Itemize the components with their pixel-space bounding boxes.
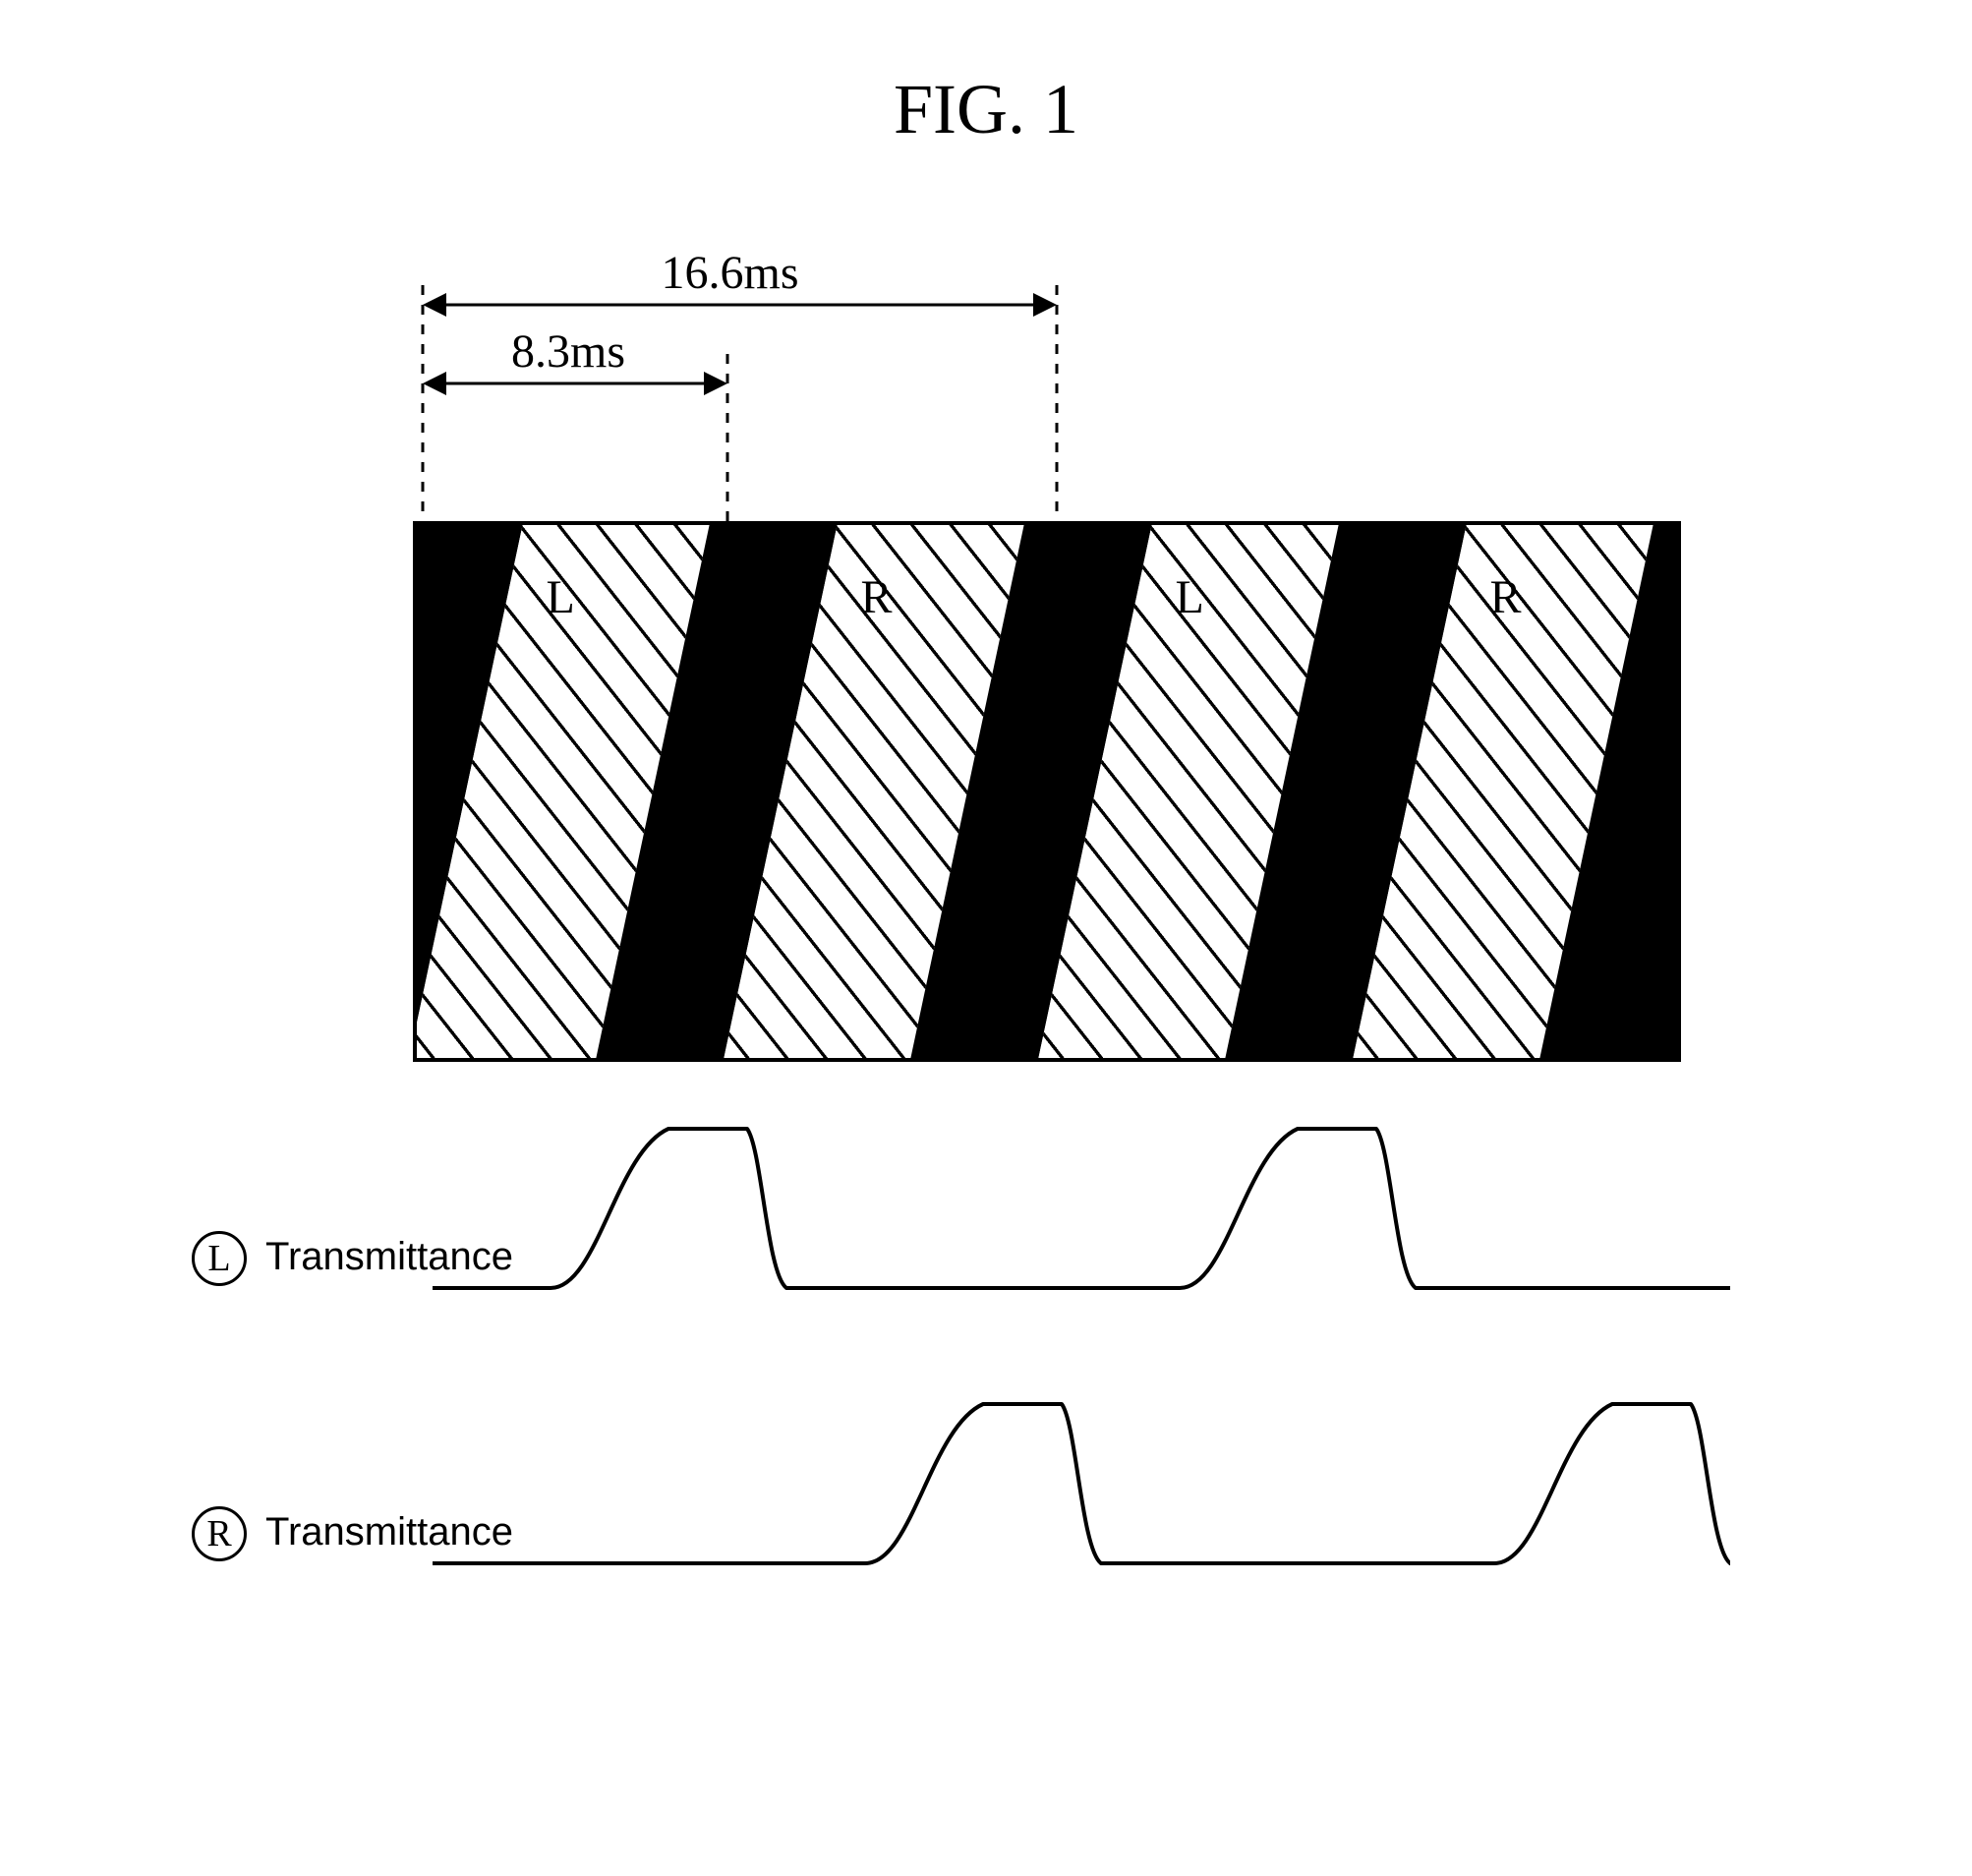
left-eye-marker-label: L <box>207 1237 230 1280</box>
left-transmittance-waveform <box>433 1121 1730 1298</box>
right-eye-marker: R <box>192 1506 247 1561</box>
dimension-label-outer: 16.6ms <box>662 246 799 300</box>
left-frame-label: L <box>1176 570 1204 624</box>
dimension-lines <box>0 0 1972 590</box>
dimension-label-inner: 8.3ms <box>511 324 625 379</box>
right-transmittance-waveform <box>433 1396 1730 1573</box>
right-frame-label: R <box>1490 570 1522 624</box>
left-eye-marker: L <box>192 1231 247 1286</box>
left-frame-label: L <box>547 570 575 624</box>
right-eye-marker-label: R <box>206 1512 231 1555</box>
right-frame-label: R <box>861 570 893 624</box>
